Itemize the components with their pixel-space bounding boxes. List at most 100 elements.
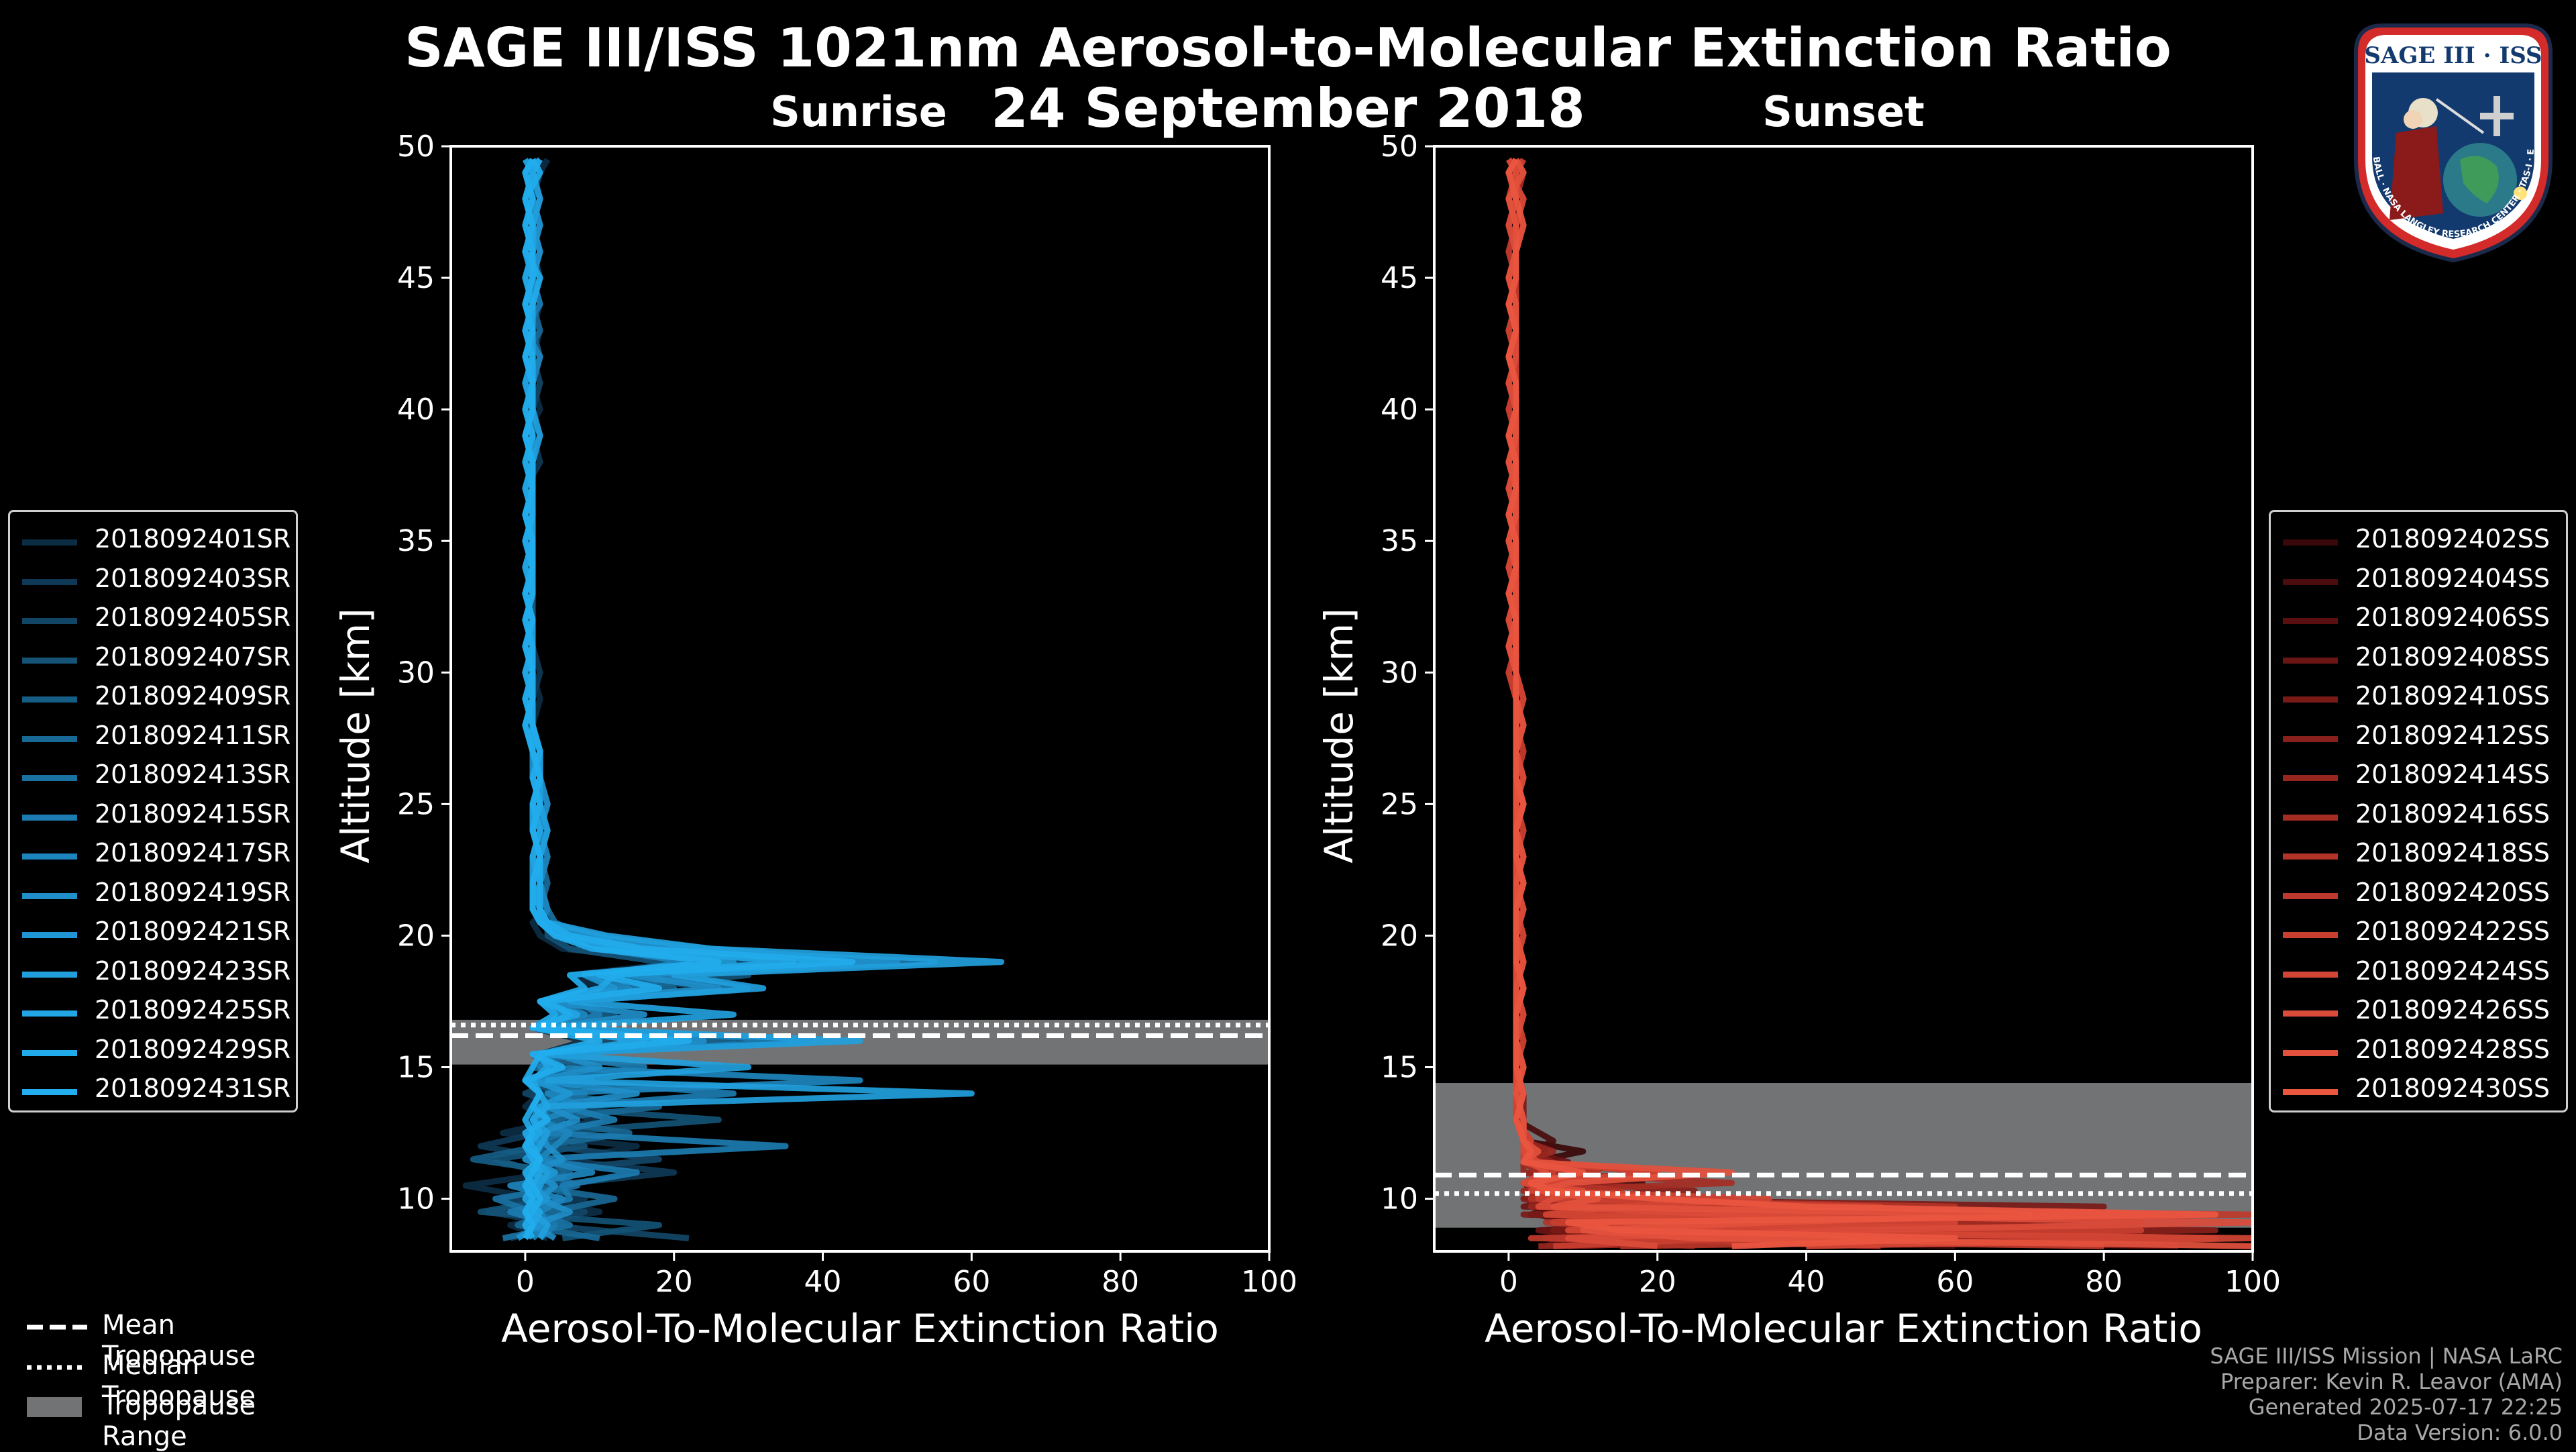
sunrise-x-tick-label: 0 bbox=[516, 1265, 535, 1299]
sunset-x-tick-label: 20 bbox=[1639, 1265, 1676, 1299]
sunset-legend-label: 2018092420SS bbox=[2355, 877, 2551, 907]
sunset-plot-area bbox=[1434, 146, 2253, 1251]
sunset-legend-swatch bbox=[2283, 578, 2338, 585]
sunrise-legend: 2018092401SR 2018092403SR 2018092405SR 2018… bbox=[8, 510, 298, 1112]
dotted-line-swatch bbox=[27, 1365, 87, 1370]
sunrise-legend-swatch bbox=[22, 696, 77, 703]
credit-generated: Generated 2025-07-17 22:25 bbox=[2248, 1394, 2563, 1420]
sunrise-legend-swatch bbox=[22, 539, 77, 546]
sunrise-x-tick-label: 100 bbox=[1241, 1265, 1297, 1299]
sunset-y-tick-label: 25 bbox=[1381, 787, 1418, 821]
sunrise-legend-label: 2018092405SR bbox=[95, 603, 291, 632]
sunset-y-tick-label: 45 bbox=[1381, 261, 1418, 295]
sunset-legend-swatch bbox=[2283, 892, 2338, 899]
sunrise-legend-swatch bbox=[22, 578, 77, 585]
sunset-x-tick-label: 40 bbox=[1788, 1265, 1825, 1299]
sunset-legend-swatch bbox=[2283, 853, 2338, 860]
sunrise-legend-swatch bbox=[22, 814, 77, 821]
sunrise-y-tick-label: 45 bbox=[397, 261, 435, 295]
sunrise-legend-swatch bbox=[22, 1049, 77, 1056]
dashed-line-swatch bbox=[27, 1325, 87, 1330]
sunrise-legend-label: 2018092417SR bbox=[95, 838, 291, 868]
sunset-legend-label: 2018092426SS bbox=[2355, 995, 2551, 1025]
sunrise-y-tick-label: 35 bbox=[397, 524, 435, 558]
sunrise-x-tick-label: 80 bbox=[1102, 1265, 1139, 1299]
sunset-x-axis-label: Aerosol-To-Molecular Extinction Ratio bbox=[1485, 1306, 2202, 1351]
sunrise-y-tick-label: 40 bbox=[397, 393, 435, 427]
sunset-legend-label: 2018092410SS bbox=[2355, 681, 2551, 711]
sunrise-legend-swatch bbox=[22, 775, 77, 781]
sunrise-x-tick-label: 60 bbox=[953, 1265, 990, 1299]
sunrise-legend-swatch bbox=[22, 735, 77, 742]
sunset-legend-swatch bbox=[2283, 932, 2338, 938]
range-swatch bbox=[27, 1397, 82, 1417]
credit-mission: SAGE III/ISS Mission | NASA LaRC bbox=[2210, 1343, 2563, 1369]
sunset-legend-label: 2018092422SS bbox=[2355, 917, 2551, 946]
sunset-y-tick-label: 50 bbox=[1381, 129, 1418, 164]
logo-text: SAGE III · ISS bbox=[2364, 42, 2542, 69]
sunrise-legend-label: 2018092413SR bbox=[95, 760, 291, 789]
sunrise-legend-swatch bbox=[22, 1089, 77, 1095]
sunset-y-tick-label: 20 bbox=[1381, 919, 1418, 953]
sunset-x-tick-label: 100 bbox=[2224, 1265, 2281, 1299]
sunset-y-tick-label: 10 bbox=[1381, 1182, 1418, 1216]
sunset-legend-swatch bbox=[2283, 1010, 2338, 1017]
sunrise-legend-swatch bbox=[22, 657, 77, 664]
sunrise-legend-label: 2018092425SR bbox=[95, 995, 291, 1025]
sunrise-legend-label: 2018092401SR bbox=[95, 524, 291, 554]
sunrise-legend-swatch bbox=[22, 971, 77, 978]
sunset-axes-frame bbox=[1433, 145, 2254, 1253]
sunrise-y-tick-label: 20 bbox=[397, 919, 435, 953]
sunset-subtitle: Sunset bbox=[1762, 87, 1925, 136]
sunrise-x-tick-label: 40 bbox=[804, 1265, 842, 1299]
sunset-y-tick-label: 35 bbox=[1381, 524, 1418, 558]
sunset-legend-swatch bbox=[2283, 1089, 2338, 1095]
sunset-x-tick-label: 0 bbox=[1499, 1265, 1518, 1299]
sunset-legend-swatch bbox=[2283, 735, 2338, 742]
sunrise-y-tick-label: 25 bbox=[397, 787, 435, 821]
sunset-legend-swatch bbox=[2283, 618, 2338, 624]
sunrise-legend-swatch bbox=[22, 853, 77, 860]
sunrise-legend-swatch bbox=[22, 1010, 77, 1017]
sunrise-legend-swatch bbox=[22, 892, 77, 899]
sunrise-legend-label: 2018092421SR bbox=[95, 917, 291, 946]
sunrise-y-tick-label: 15 bbox=[397, 1051, 435, 1085]
sunrise-x-axis-label: Aerosol-To-Molecular Extinction Ratio bbox=[501, 1306, 1219, 1351]
sunset-legend: 2018092402SS 2018092404SS 2018092406SS 2018… bbox=[2269, 510, 2568, 1112]
sunset-legend-label: 2018092418SS bbox=[2355, 838, 2551, 868]
sunset-legend-swatch bbox=[2283, 696, 2338, 703]
sunrise-y-tick-label: 10 bbox=[397, 1182, 435, 1216]
sunrise-y-tick-label: 30 bbox=[397, 656, 435, 690]
tropopause-range-label: Tropopause Range bbox=[102, 1390, 256, 1452]
chart-title: SAGE III/ISS 1021nm Aerosol-to-Molecular… bbox=[405, 17, 2171, 79]
sunset-legend-swatch bbox=[2283, 971, 2338, 978]
sunset-legend-label: 2018092424SS bbox=[2355, 955, 2551, 986]
sunset-legend-label: 2018092402SS bbox=[2355, 524, 2551, 554]
sunset-y-tick-label: 40 bbox=[1381, 393, 1418, 427]
sunrise-legend-label: 2018092431SR bbox=[95, 1074, 291, 1103]
sunrise-legend-label: 2018092423SR bbox=[95, 955, 291, 986]
sunset-legend-label: 2018092404SS bbox=[2355, 563, 2551, 593]
sunset-legend-label: 2018092414SS bbox=[2355, 760, 2551, 789]
series-line-2018092431SR bbox=[522, 158, 722, 1240]
sunset-legend-swatch bbox=[2283, 657, 2338, 664]
sage-iii-iss-logo: SAGE III · ISS BALL · NASA LANGLEY RESEA… bbox=[2343, 12, 2553, 263]
sunset-legend-swatch bbox=[2283, 814, 2338, 821]
sunrise-legend-label: 2018092403SR bbox=[95, 563, 291, 593]
sunrise-legend-label: 2018092411SR bbox=[95, 720, 291, 750]
sunset-y-tick-label: 30 bbox=[1381, 656, 1418, 690]
sunrise-y-axis-label: Altitude [km] bbox=[333, 608, 378, 863]
sunrise-x-tick-label: 20 bbox=[655, 1265, 693, 1299]
sunset-legend-label: 2018092428SS bbox=[2355, 1034, 2551, 1064]
mean-tropopause-label: Mean Tropopause bbox=[102, 1310, 256, 1371]
sunset-legend-label: 2018092416SS bbox=[2355, 798, 2551, 829]
sunset-legend-label: 2018092430SS bbox=[2355, 1074, 2551, 1103]
sunset-legend-swatch bbox=[2283, 1049, 2338, 1056]
sunset-legend-swatch bbox=[2283, 539, 2338, 546]
sunset-series-group bbox=[1505, 157, 2253, 1249]
credits-block: SAGE III/ISS Mission | NASA LaRC Prepare… bbox=[2210, 1343, 2563, 1445]
sunrise-legend-label: 2018092429SR bbox=[95, 1034, 291, 1064]
credit-preparer: Preparer: Kevin R. Leavor (AMA) bbox=[2220, 1369, 2563, 1394]
